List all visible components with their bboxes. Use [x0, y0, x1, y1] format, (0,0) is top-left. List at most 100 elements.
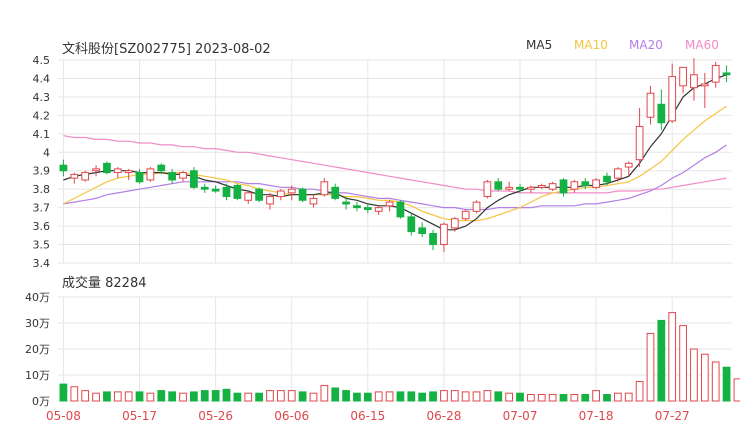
candle-body [200, 186, 209, 190]
volume-bar [276, 390, 285, 402]
volume-bar [646, 332, 655, 402]
price-tick-label: 4.1 [33, 128, 51, 141]
candle-body [374, 207, 383, 212]
volume-bar [700, 353, 709, 402]
candle-body [592, 179, 600, 188]
volume-bar [135, 391, 144, 402]
candle-body [527, 186, 535, 190]
volume-bar [179, 392, 187, 402]
volume-bar [679, 325, 687, 402]
candle-body [244, 192, 253, 201]
candle-body [429, 232, 437, 246]
date-tick-label: 06-15 [350, 409, 385, 423]
volume-bar [450, 390, 459, 402]
volume-bar [570, 394, 579, 402]
candle-body [635, 125, 644, 161]
candlesticks [59, 58, 731, 252]
volume-bar [103, 391, 111, 402]
volume-bar [190, 391, 198, 402]
volume-bar [124, 391, 133, 402]
volume-bar [287, 390, 296, 402]
legend-ma5: MA5 [526, 38, 553, 52]
volume-bar [505, 392, 514, 402]
price-tick-label: 3.6 [33, 220, 51, 233]
candle-body [494, 181, 503, 190]
price-tick-label: 3.7 [33, 202, 51, 215]
date-tick-label: 07-18 [579, 409, 614, 423]
volume-bar [92, 392, 100, 402]
volume-bar [146, 392, 155, 402]
candle-body [276, 190, 285, 198]
ma20-line [63, 144, 727, 211]
volume-bar [353, 392, 361, 402]
candle-body [353, 205, 361, 209]
candle-body [722, 72, 731, 76]
volume-bar [255, 392, 263, 402]
volume-bar [374, 391, 383, 402]
candle-body [668, 76, 677, 122]
date-tick-label: 06-28 [426, 409, 461, 423]
chart-title: 文科股份[SZ002775] 2023-08-02 [62, 42, 271, 57]
candle-body [657, 103, 666, 124]
volume-bar [613, 392, 622, 402]
candle-body [548, 183, 557, 190]
candle-body [483, 181, 492, 198]
candle-body [342, 201, 350, 205]
volume-bar [385, 391, 394, 402]
volume-tick-label: 20万 [25, 343, 50, 356]
candle-body [613, 168, 622, 179]
volume-bar [59, 383, 68, 402]
volume-bar [113, 391, 122, 402]
date-tick-label: 05-26 [198, 409, 233, 423]
volume-bar [222, 388, 231, 402]
price-tick-label: 3.9 [33, 165, 51, 178]
price-tick-label: 3.4 [33, 257, 51, 270]
volume-bar [537, 394, 546, 402]
volume-bar [624, 392, 633, 402]
candle-body [679, 66, 687, 87]
legend-ma20: MA20 [629, 38, 663, 52]
volume-bar [418, 392, 427, 402]
volume-bars [59, 312, 740, 402]
candle-body [700, 83, 709, 87]
candle-body [157, 164, 166, 172]
candle-body [287, 188, 296, 194]
volume-bar [581, 394, 590, 402]
volume-bar [711, 361, 720, 402]
candle-body [450, 218, 459, 229]
candle-body [59, 164, 68, 172]
volume-bar [320, 384, 329, 402]
volume-bar [472, 391, 481, 402]
candle-body [440, 223, 448, 246]
candle-body [407, 216, 416, 233]
volume-bar [331, 387, 340, 402]
candle-body [624, 162, 633, 168]
candle-body [255, 188, 263, 201]
volume-bar [494, 391, 503, 402]
candle-body [461, 210, 470, 220]
candle-body [233, 184, 242, 199]
volume-bar [81, 390, 90, 402]
candle-body [711, 65, 720, 83]
price-tick-label: 4.4 [33, 72, 51, 85]
volume-bar [483, 390, 492, 402]
price-tick-label: 3.8 [33, 183, 51, 196]
date-tick-label: 05-17 [122, 409, 157, 423]
volume-title: 成交量 82284 [62, 276, 147, 291]
candle-body [266, 196, 274, 205]
volume-bar [527, 394, 535, 402]
candle-body [396, 201, 405, 218]
candle-body [92, 168, 100, 172]
volume-tick-label: 40万 [25, 291, 50, 304]
volume-bar [211, 390, 220, 402]
candle-body [505, 186, 514, 190]
candle-body [603, 175, 611, 183]
candle-body [211, 188, 220, 192]
candle-body [103, 162, 111, 174]
volume-bar [396, 391, 405, 402]
volume-bar [690, 348, 698, 402]
date-tick-label: 07-07 [503, 409, 538, 423]
candle-body [124, 170, 133, 174]
